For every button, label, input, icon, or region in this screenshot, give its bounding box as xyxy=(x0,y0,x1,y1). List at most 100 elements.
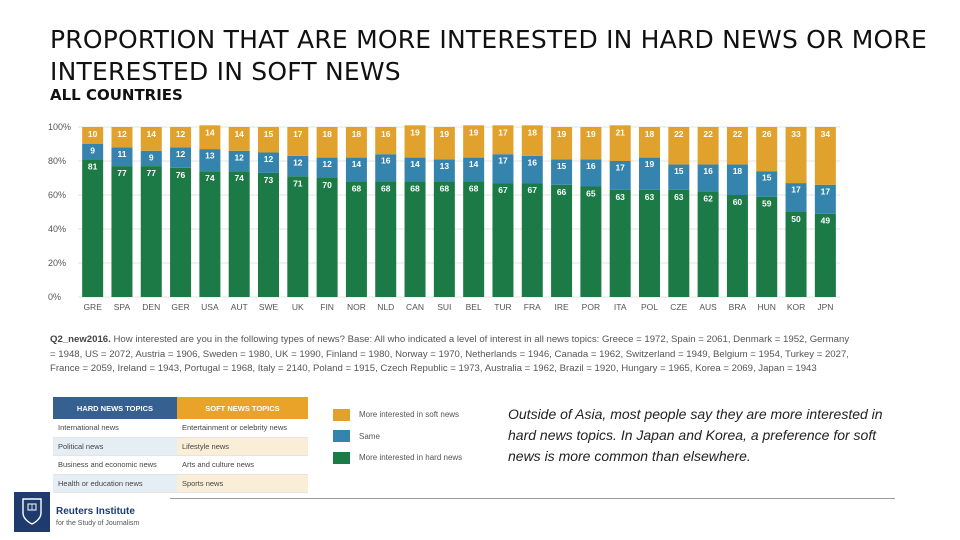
data-label: 73 xyxy=(264,175,274,185)
bar-segment xyxy=(668,127,690,165)
x-tick-label: FIN xyxy=(320,302,334,312)
footnote: Q2_new2016. How interested are you in th… xyxy=(50,333,850,377)
bar-segment xyxy=(814,184,836,214)
bar-segment xyxy=(345,127,367,158)
bar-segment xyxy=(258,152,279,173)
legend-label: More interested in hard news xyxy=(359,453,463,463)
org-subtitle: for the Study of Journalism xyxy=(56,520,140,527)
bar-segment xyxy=(551,184,573,297)
bar-segment xyxy=(551,159,573,185)
org-name: Reuters Institute xyxy=(56,506,135,517)
bar-segment xyxy=(785,212,807,297)
bar-segment xyxy=(609,189,631,297)
x-tick-label: SWE xyxy=(259,302,279,312)
bar-segment xyxy=(170,127,192,148)
bar-segment xyxy=(639,189,660,297)
footnote-label: Q2_new2016. xyxy=(50,334,111,345)
bar-segment xyxy=(521,183,543,297)
bar-segment xyxy=(580,159,602,187)
bar-segment xyxy=(756,196,778,297)
data-label: 13 xyxy=(205,151,215,161)
bar-segment xyxy=(756,127,778,172)
bar-segment xyxy=(228,171,250,297)
bar-segment xyxy=(492,183,514,297)
x-tick-label: POR xyxy=(582,302,600,312)
data-label: 17 xyxy=(293,129,303,139)
bar-segment xyxy=(170,167,192,297)
data-label: 19 xyxy=(557,129,567,139)
data-label: 18 xyxy=(645,129,655,139)
soft-topic: Sports news xyxy=(176,474,308,493)
data-label: 15 xyxy=(557,161,567,171)
data-label: 14 xyxy=(205,127,215,137)
bar-segment xyxy=(697,164,719,192)
hard-topic: International news xyxy=(53,419,177,438)
data-label: 12 xyxy=(322,159,332,169)
x-tick-label: CAN xyxy=(406,302,424,312)
data-label: 14 xyxy=(234,129,244,139)
data-label: 26 xyxy=(762,129,772,139)
data-label: 15 xyxy=(674,166,684,176)
data-label: 19 xyxy=(440,129,450,139)
bar-segment xyxy=(82,127,104,144)
bar-segment xyxy=(433,181,455,297)
topics-table: HARD NEWS TOPICS SOFT NEWS TOPICS Intern… xyxy=(53,397,308,493)
x-tick-label: POL xyxy=(641,302,658,312)
data-label: 67 xyxy=(528,185,538,195)
bar-segment xyxy=(404,157,426,182)
data-label: 68 xyxy=(352,183,362,193)
bar-segment xyxy=(726,164,748,195)
data-label: 33 xyxy=(791,129,801,139)
bar-segment xyxy=(492,125,514,155)
data-label: 81 xyxy=(88,161,98,171)
data-label: 63 xyxy=(615,192,625,202)
x-tick-label: KOR xyxy=(787,302,805,312)
data-label: 17 xyxy=(615,163,625,173)
data-label: 17 xyxy=(791,185,801,195)
bar-segment xyxy=(726,127,748,165)
data-label: 12 xyxy=(176,129,186,139)
bar-segment xyxy=(111,166,133,297)
bar-segment xyxy=(521,155,543,184)
stacked-bar-chart: 100% 80% 60% 40% 20% 0% 81 9 10 GRE 77 11 12 SPA 77 9 14… xyxy=(48,122,840,312)
data-label: 14 xyxy=(147,129,157,139)
data-label: 77 xyxy=(117,168,127,178)
hard-topic: Political news xyxy=(53,437,177,456)
bar-segment xyxy=(551,127,573,160)
legend-swatch-same xyxy=(333,430,350,443)
data-label: 68 xyxy=(469,183,479,193)
bar-segment xyxy=(785,183,807,212)
footnote-text: How interested are you in the following … xyxy=(50,334,850,374)
bar-segment xyxy=(140,127,162,151)
data-label: 67 xyxy=(498,185,508,195)
hard-topic: Business and economic news xyxy=(53,455,177,475)
bar-segment xyxy=(375,154,397,182)
data-label: 77 xyxy=(147,168,157,178)
bar-segment xyxy=(404,125,426,158)
bar-segment xyxy=(287,176,309,297)
data-label: 18 xyxy=(352,129,362,139)
x-tick-label: SPA xyxy=(114,302,131,312)
data-label: 59 xyxy=(762,199,772,209)
data-label: 11 xyxy=(117,149,126,159)
bar-segment xyxy=(287,127,309,156)
chart-subtitle: ALL COUNTRIES xyxy=(50,86,183,104)
data-label: 76 xyxy=(176,170,186,180)
data-label: 9 xyxy=(149,152,154,162)
data-label: 68 xyxy=(410,183,420,193)
x-tick-label: CZE xyxy=(670,302,687,312)
x-tick-label: USA xyxy=(201,302,219,312)
bar-segment xyxy=(668,164,690,190)
bar-segment xyxy=(111,147,133,167)
data-label: 21 xyxy=(615,127,625,137)
bar-segment xyxy=(228,150,250,172)
legend-swatch-soft xyxy=(333,408,350,421)
bar-segment xyxy=(463,181,485,297)
bar-segment xyxy=(140,166,162,297)
bar-segment xyxy=(199,125,221,150)
bar-segment xyxy=(404,181,426,297)
bar-segment xyxy=(580,186,602,297)
data-label: 10 xyxy=(88,129,98,139)
bar-segment xyxy=(258,127,279,153)
bar-segment xyxy=(463,157,485,182)
